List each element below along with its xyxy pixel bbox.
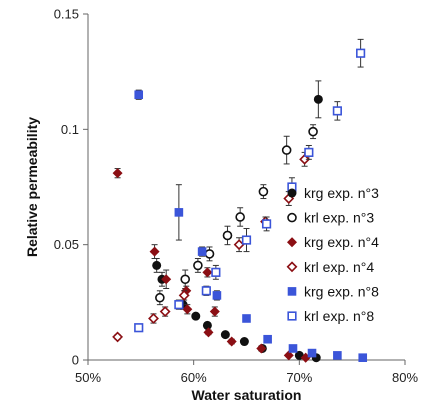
series-circle-filled	[152, 80, 323, 363]
data-point	[174, 300, 184, 310]
data-point	[174, 208, 184, 217]
data-point	[211, 267, 221, 277]
data-point	[222, 230, 233, 241]
y-tick-label: 0.1	[61, 122, 79, 137]
y-tick-label: 0.15	[54, 7, 79, 22]
legend-label: krl exp. n°3	[304, 210, 374, 226]
data-point	[204, 249, 215, 259]
legend-label: krl exp. n°8	[304, 308, 374, 324]
data-point	[152, 260, 162, 270]
data-point	[307, 348, 317, 358]
data-point	[241, 235, 252, 245]
data-point	[304, 147, 314, 158]
y-tick-label: 0	[72, 353, 79, 368]
axes: 50% 60% 70% 80% 0 0.05 0.1 0.15	[54, 7, 419, 386]
data-point	[209, 306, 220, 317]
data-point	[180, 274, 191, 285]
legend-marker	[287, 212, 297, 223]
legend-marker	[286, 237, 298, 248]
data-point	[202, 267, 213, 278]
series-circle-open	[155, 124, 318, 306]
data-point	[239, 337, 249, 347]
legend-label: krg exp. n°3	[304, 185, 379, 201]
data-point	[112, 168, 123, 179]
data-point	[299, 153, 311, 165]
legend: krg exp. n°3 krl exp. n°3 krg exp. n°4 krl …	[286, 185, 379, 324]
data-point	[333, 351, 342, 360]
data-point	[356, 48, 366, 58]
data-point	[256, 343, 267, 354]
y-tick-label: 0.05	[54, 237, 79, 252]
data-point	[197, 247, 207, 256]
legend-marker	[287, 287, 297, 296]
data-point	[308, 126, 318, 137]
data-point	[161, 274, 172, 285]
data-point	[201, 286, 211, 296]
x-ticks: 50% 60% 70% 80%	[75, 360, 418, 385]
data-point	[220, 330, 230, 340]
series-diamond-filled	[112, 168, 311, 363]
legend-label: krl exp. n°4	[304, 259, 374, 275]
data-point	[263, 334, 272, 344]
y-axis-title: Relative permeability	[24, 117, 40, 257]
data-point	[155, 292, 165, 303]
data-point	[281, 145, 292, 155]
data-point	[258, 186, 269, 197]
legend-marker	[287, 188, 297, 198]
legend-label: krg exp. n°4	[304, 234, 379, 250]
data-point	[203, 327, 214, 338]
data-point	[242, 314, 251, 323]
data-point	[191, 311, 201, 321]
data-point	[288, 344, 298, 353]
x-tick-label: 70%	[286, 370, 312, 385]
data-point	[178, 289, 190, 301]
data-point	[159, 306, 171, 317]
data-point	[193, 260, 203, 271]
data-point	[149, 246, 160, 257]
legend-label: krg exp. n°8	[304, 283, 379, 299]
y-ticks: 0 0.05 0.1 0.15	[54, 7, 88, 368]
data-point	[358, 353, 368, 362]
data-point	[134, 323, 144, 333]
data-points	[112, 38, 368, 363]
series-square-open	[134, 38, 366, 333]
x-tick-label: 50%	[75, 370, 101, 385]
legend-marker	[287, 311, 297, 321]
data-point	[202, 320, 212, 330]
data-point	[226, 336, 237, 347]
data-point	[112, 331, 124, 343]
data-point	[261, 219, 272, 229]
data-point	[134, 90, 144, 100]
legend-marker	[286, 261, 298, 273]
x-tick-label: 60%	[181, 370, 207, 385]
data-point	[235, 212, 245, 222]
data-point	[212, 291, 222, 300]
series-square-filled	[134, 89, 368, 362]
x-tick-label: 80%	[392, 370, 418, 385]
data-point	[148, 313, 159, 324]
x-axis-title: Water saturation	[192, 387, 302, 403]
data-point	[283, 350, 294, 361]
data-point	[332, 106, 342, 116]
data-point	[313, 94, 323, 104]
data-point	[182, 304, 193, 315]
